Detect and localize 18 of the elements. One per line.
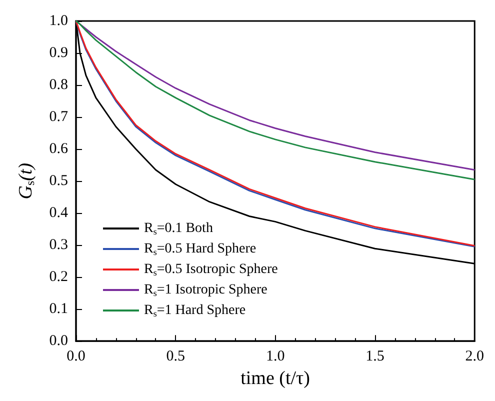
y-tick-label: 0.0 <box>49 333 68 350</box>
x-axis-title: time (t/τ) <box>240 368 310 389</box>
y-tick-label: 0.3 <box>49 237 68 254</box>
y-tick-label: 1.0 <box>49 13 68 29</box>
y-tick-label: 0.1 <box>49 301 68 318</box>
x-tick-label: 1.5 <box>366 348 384 365</box>
x-tick-label: 2.0 <box>465 348 484 365</box>
x-tick-label: 0.5 <box>166 348 186 365</box>
y-tick-label: 0.7 <box>49 109 68 126</box>
x-tick-label: 0.0 <box>66 348 86 365</box>
y-tick-label: 0.8 <box>49 77 68 94</box>
y-axis-title: Gs(t) <box>16 162 37 200</box>
y-tick-label: 0.2 <box>49 269 68 286</box>
y-tick-label: 0.4 <box>49 205 68 222</box>
y-tick-label: 0.5 <box>49 173 68 190</box>
y-tick-label: 0.6 <box>49 141 68 158</box>
y-tick-label: 0.9 <box>49 45 68 62</box>
x-tick-label: 1.0 <box>266 348 285 365</box>
